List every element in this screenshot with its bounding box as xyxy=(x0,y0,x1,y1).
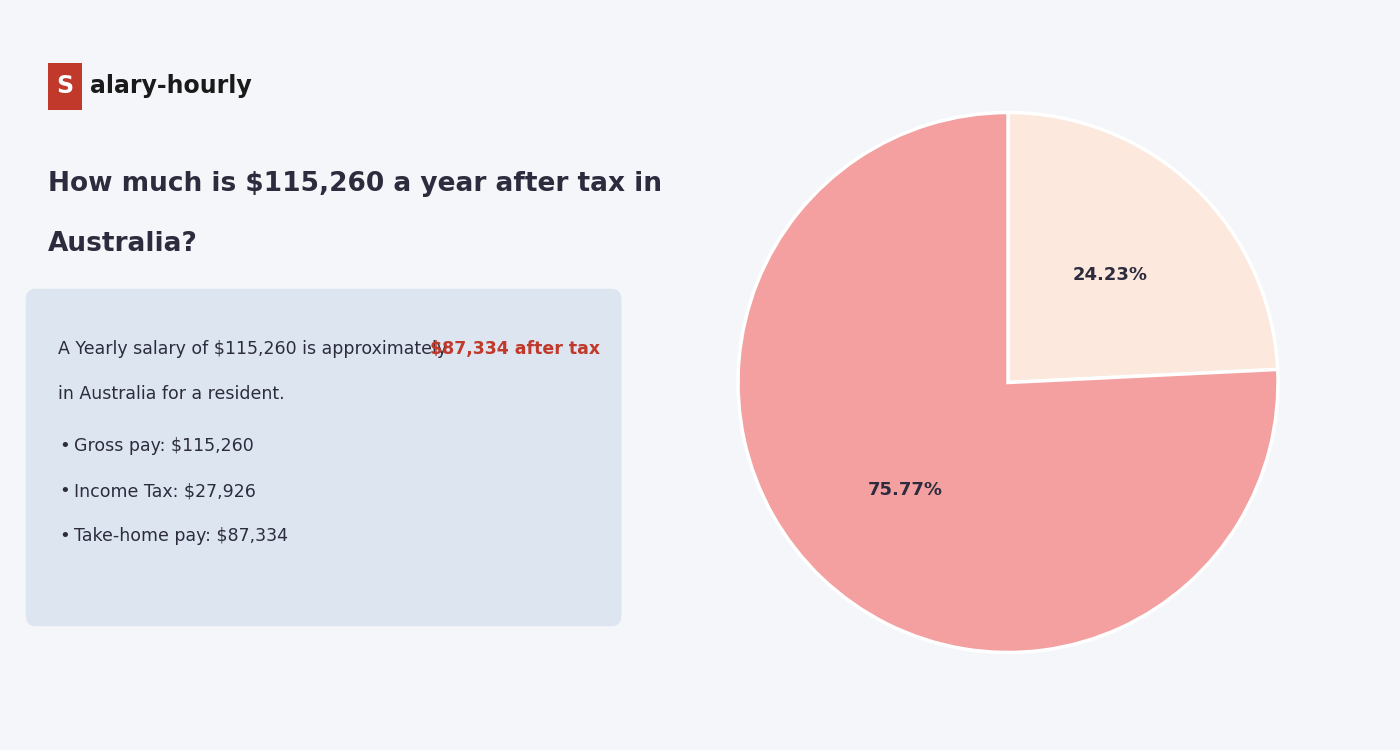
Text: 24.23%: 24.23% xyxy=(1072,266,1148,284)
FancyBboxPatch shape xyxy=(25,289,622,626)
Text: •: • xyxy=(59,482,70,500)
Text: in Australia for a resident.: in Australia for a resident. xyxy=(57,385,284,403)
Text: A Yearly salary of $115,260 is approximately: A Yearly salary of $115,260 is approxima… xyxy=(57,340,452,358)
Wedge shape xyxy=(738,112,1278,652)
Text: Australia?: Australia? xyxy=(48,231,199,256)
Text: Income Tax: $27,926: Income Tax: $27,926 xyxy=(74,482,256,500)
Text: Take-home pay: $87,334: Take-home pay: $87,334 xyxy=(74,527,288,545)
Text: $87,334 after tax: $87,334 after tax xyxy=(430,340,601,358)
Text: 75.77%: 75.77% xyxy=(868,481,944,499)
Text: •: • xyxy=(59,437,70,455)
Text: alary-hourly: alary-hourly xyxy=(90,74,251,98)
Wedge shape xyxy=(1008,112,1278,382)
Text: •: • xyxy=(59,527,70,545)
FancyBboxPatch shape xyxy=(48,63,81,110)
Text: S: S xyxy=(56,74,74,98)
Text: Gross pay: $115,260: Gross pay: $115,260 xyxy=(74,437,253,455)
Text: How much is $115,260 a year after tax in: How much is $115,260 a year after tax in xyxy=(48,171,662,196)
